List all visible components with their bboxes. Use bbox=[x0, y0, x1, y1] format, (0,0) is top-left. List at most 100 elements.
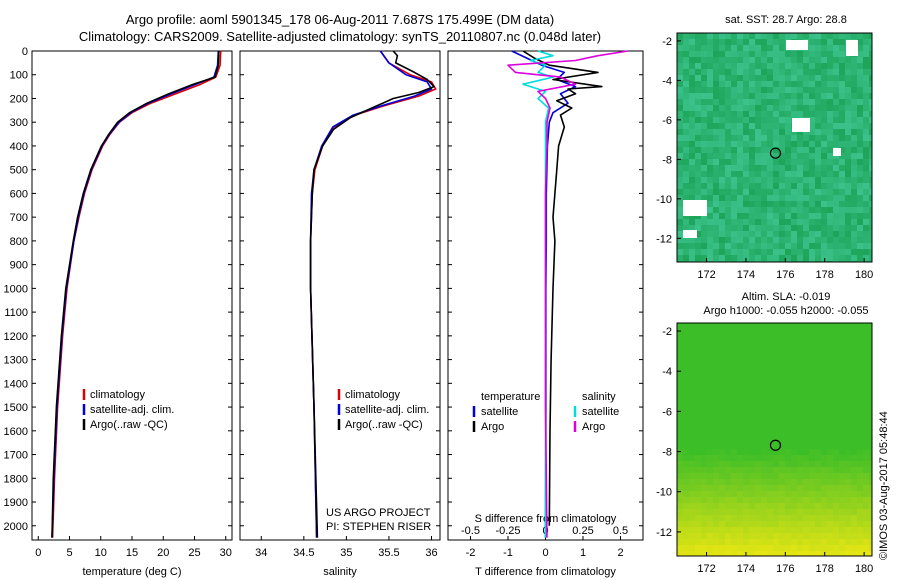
sst_map-cell bbox=[809, 171, 815, 177]
sla_map-cell bbox=[725, 323, 731, 329]
sst_map-cell bbox=[743, 33, 749, 39]
sla_map-cell bbox=[677, 461, 683, 467]
sst_map-cell bbox=[689, 111, 695, 117]
sst_map-cell bbox=[803, 81, 809, 87]
sst_map-cell bbox=[851, 195, 857, 201]
sla_map-cell bbox=[731, 479, 737, 485]
sla_map-cell bbox=[833, 461, 839, 467]
sla_map-cell bbox=[797, 515, 803, 521]
sla_map-cell bbox=[791, 389, 797, 395]
diff-x2tick-label: -0.25 bbox=[495, 525, 520, 537]
sla_map-cell bbox=[677, 371, 683, 377]
sla_map-cell bbox=[863, 353, 869, 359]
sst_map-cell bbox=[689, 195, 695, 201]
sst_map-cell bbox=[845, 105, 851, 111]
sla_map-cell bbox=[797, 371, 803, 377]
sla_map-cell bbox=[725, 395, 731, 401]
sla_map-cell bbox=[821, 359, 827, 365]
sla_map-cell bbox=[857, 539, 863, 545]
sla_map-cell bbox=[839, 401, 845, 407]
sla_map-cell bbox=[869, 473, 872, 479]
sla_map-cell bbox=[857, 329, 863, 335]
sst_map-cell bbox=[833, 105, 839, 111]
sla_map-cell bbox=[725, 515, 731, 521]
sla_map-cell bbox=[677, 341, 683, 347]
sla_map-cell bbox=[683, 509, 689, 515]
sla_map-cell bbox=[773, 371, 779, 377]
sst_map-cell bbox=[767, 75, 773, 81]
sla_map-cell bbox=[869, 407, 872, 413]
sst_map-cell bbox=[701, 51, 707, 57]
sla_map-cell bbox=[719, 425, 725, 431]
sst_map-cell bbox=[827, 81, 833, 87]
sla_map-cell bbox=[731, 491, 737, 497]
sla_map-cell bbox=[701, 509, 707, 515]
sla_map-cell bbox=[737, 401, 743, 407]
sst_map-cell bbox=[851, 171, 857, 177]
sla_map-cell bbox=[803, 479, 809, 485]
sst_map-cell bbox=[821, 231, 827, 237]
sla_map-cell bbox=[719, 419, 725, 425]
sst_map-cell bbox=[743, 189, 749, 195]
sla_map-cell bbox=[773, 365, 779, 371]
sst_map-cell bbox=[833, 99, 839, 105]
sla_map-cell bbox=[749, 467, 755, 473]
temperature-xtick-label: 10 bbox=[95, 547, 107, 559]
sla-title-1: Altim. SLA: -0.019 bbox=[741, 291, 831, 303]
sst_map-cell bbox=[719, 195, 725, 201]
sst_map-cell bbox=[779, 129, 785, 135]
sst-missing-patch bbox=[786, 40, 808, 50]
sla_map-cell bbox=[839, 413, 845, 419]
sst_map-cell bbox=[719, 141, 725, 147]
sst_map-cell bbox=[815, 153, 821, 159]
sst_map-cell bbox=[677, 189, 683, 195]
sla_map-cell bbox=[809, 533, 815, 539]
sla_map-cell bbox=[701, 395, 707, 401]
sst_map-cell bbox=[779, 225, 785, 231]
sla_map-cell bbox=[689, 353, 695, 359]
sst_map-cell bbox=[839, 45, 845, 51]
sla_map-cell bbox=[785, 389, 791, 395]
sla_map-cell bbox=[689, 389, 695, 395]
sla_map-cell bbox=[815, 407, 821, 413]
sst_map-cell bbox=[851, 69, 857, 75]
sla_map-cell bbox=[833, 539, 839, 545]
sst_map-cell bbox=[815, 57, 821, 63]
sla_map-cell bbox=[821, 401, 827, 407]
sla_map-cell bbox=[761, 545, 767, 551]
sla_map-cell bbox=[821, 353, 827, 359]
sla_map-cell bbox=[677, 401, 683, 407]
sla_map-cell bbox=[755, 401, 761, 407]
sla_map-cell bbox=[779, 455, 785, 461]
sla_map-cell bbox=[839, 515, 845, 521]
sst_map-cell bbox=[797, 99, 803, 105]
sla_map-cell bbox=[695, 329, 701, 335]
sla_map-cell bbox=[809, 545, 815, 551]
sst_map-cell bbox=[833, 171, 839, 177]
sst_map-cell bbox=[707, 171, 713, 177]
sst_map-cell bbox=[761, 57, 767, 63]
sst_map-cell bbox=[839, 231, 845, 237]
sst_map-cell bbox=[725, 153, 731, 159]
sla_map-cell bbox=[695, 395, 701, 401]
sst_map-cell bbox=[707, 93, 713, 99]
sla_map-cell bbox=[863, 551, 869, 556]
sst_map-cell bbox=[869, 63, 872, 69]
sst_map-cell bbox=[803, 153, 809, 159]
sla_map-cell bbox=[869, 353, 872, 359]
sla_map-cell bbox=[845, 359, 851, 365]
sla_map-cell bbox=[779, 509, 785, 515]
sst_map-xtick-label: 174 bbox=[737, 269, 755, 281]
sla_map-cell bbox=[767, 455, 773, 461]
sla_map-cell bbox=[851, 347, 857, 353]
sla_map-cell bbox=[833, 443, 839, 449]
sst_map-cell bbox=[767, 213, 773, 219]
sla_map-cell bbox=[755, 359, 761, 365]
sla_map-cell bbox=[701, 461, 707, 467]
sst_map-cell bbox=[797, 105, 803, 111]
sla_map-cell bbox=[845, 545, 851, 551]
sst_map-cell bbox=[701, 255, 707, 261]
sst_map-cell bbox=[785, 33, 791, 39]
sla_map-cell bbox=[797, 335, 803, 341]
sst_map-cell bbox=[773, 189, 779, 195]
